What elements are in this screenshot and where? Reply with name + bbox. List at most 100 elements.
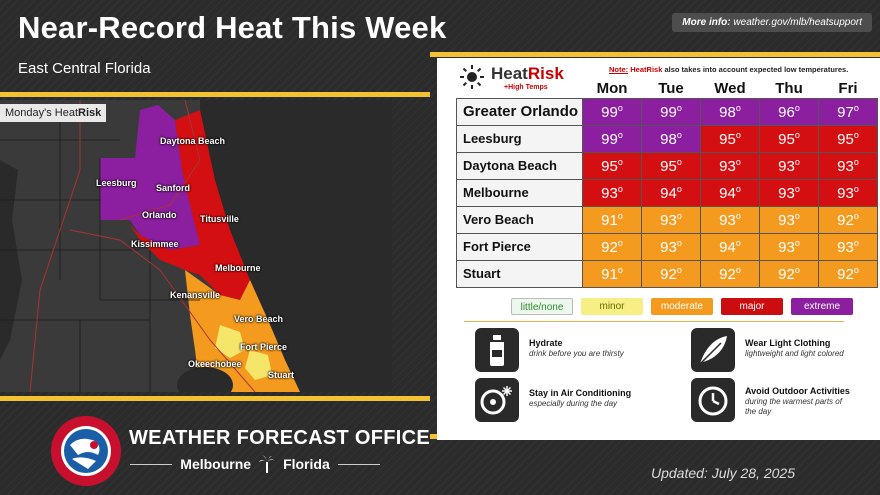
- degree-symbol: o: [617, 183, 623, 194]
- heatrisk-note: Note: HeatRisk also takes into account e…: [609, 65, 849, 74]
- temperature-cell: 93o: [818, 151, 878, 180]
- temperature-cell: 93o: [759, 178, 819, 207]
- tip-title: Avoid Outdoor Activities: [745, 386, 850, 396]
- degree-symbol: o: [617, 210, 623, 221]
- divider-line: [130, 463, 173, 465]
- temperature-value: 91: [601, 211, 618, 229]
- heatrisk-table: Mon Tue Wed Thu Fri Greater Orlando 99o 99…: [456, 80, 878, 288]
- degree-symbol: o: [735, 156, 741, 167]
- temperature-cell: 93o: [759, 205, 819, 234]
- divider-line: [337, 463, 381, 465]
- tip-subtitle: during the warmest parts of the day: [745, 397, 842, 416]
- map-city-label: Kissimmee: [131, 239, 179, 249]
- temperature-value: 99: [660, 103, 677, 121]
- temperature-value: 95: [601, 157, 618, 175]
- clock-icon: [691, 378, 735, 422]
- temperature-value: 92: [778, 265, 795, 283]
- location-cell: Stuart: [456, 259, 583, 288]
- temperature-cell: 93o: [759, 232, 819, 261]
- location-cell: Melbourne: [456, 178, 583, 207]
- temperature-value: 93: [601, 184, 618, 202]
- location-cell: Vero Beach: [456, 205, 583, 234]
- legend-moderate: moderate: [651, 298, 713, 315]
- temperature-value: 93: [837, 184, 854, 202]
- degree-symbol: o: [853, 264, 859, 275]
- temperature-value: 95: [837, 130, 854, 148]
- bottom-stripe-left: [0, 396, 430, 401]
- map-city-label: Vero Beach: [234, 314, 284, 324]
- temperature-value: 92: [601, 238, 618, 256]
- tip-title: Hydrate: [529, 338, 563, 348]
- temperature-cell: 99o: [582, 97, 642, 126]
- day-header: Thu: [775, 80, 803, 98]
- temperature-cell: 92o: [759, 259, 819, 288]
- tip-subtitle: lightweight and light colored: [745, 349, 844, 358]
- table-row: Daytona Beach 95o 95o 93o 93o 93o: [456, 151, 878, 180]
- legend-minor: minor: [581, 298, 643, 315]
- temperature-value: 93: [719, 157, 736, 175]
- temperature-value: 94: [719, 184, 736, 202]
- day-header: Tue: [658, 80, 684, 98]
- table-row: Stuart 91o 92o 92o 92o 92o: [456, 259, 878, 288]
- temperature-value: 94: [660, 184, 677, 202]
- legend-extreme: extreme: [791, 298, 853, 315]
- office-name: WEATHER FORECAST OFFICE: [129, 427, 430, 449]
- degree-symbol: o: [794, 129, 800, 140]
- temperature-cell: 99o: [582, 124, 642, 153]
- degree-symbol: o: [853, 183, 859, 194]
- day-header: Wed: [714, 80, 746, 98]
- temperature-cell: 94o: [700, 178, 760, 207]
- temperature-value: 93: [837, 238, 854, 256]
- temperature-cell: 95o: [641, 151, 701, 180]
- temperature-cell: 95o: [582, 151, 642, 180]
- temperature-value: 93: [660, 211, 677, 229]
- degree-symbol: o: [735, 210, 741, 221]
- temperature-value: 98: [660, 130, 677, 148]
- degree-symbol: o: [676, 183, 682, 194]
- temperature-cell: 92o: [582, 232, 642, 261]
- degree-symbol: o: [853, 102, 859, 113]
- degree-symbol: o: [853, 129, 859, 140]
- degree-symbol: o: [794, 264, 800, 275]
- degree-symbol: o: [617, 237, 623, 248]
- page-subtitle: East Central Florida: [18, 60, 151, 77]
- degree-symbol: o: [735, 183, 741, 194]
- degree-symbol: o: [735, 129, 741, 140]
- temperature-cell: 93o: [641, 232, 701, 261]
- heatrisk-panel: HeatRisk +High Temps Note: HeatRisk also…: [437, 58, 880, 440]
- temperature-value: 97: [837, 103, 854, 121]
- temperature-value: 98: [719, 103, 736, 121]
- temperature-cell: 92o: [700, 259, 760, 288]
- heatrisk-map: Monday's HeatRisk Daytona Beach Leesburg…: [0, 100, 392, 392]
- temperature-value: 92: [660, 265, 677, 283]
- table-row: Vero Beach 91o 93o 93o 93o 92o: [456, 205, 878, 234]
- tip-title: Wear Light Clothing: [745, 338, 831, 348]
- temperature-cell: 91o: [582, 205, 642, 234]
- location-cell: Leesburg: [456, 124, 583, 153]
- more-info-badge[interactable]: More info: weather.gov/mlb/heatsupport: [672, 13, 872, 32]
- degree-symbol: o: [735, 237, 741, 248]
- map-day-label: Monday's HeatRisk: [0, 104, 107, 122]
- degree-symbol: o: [676, 264, 682, 275]
- tip-subtitle: drink before you are thirsty: [529, 349, 624, 358]
- degree-symbol: o: [617, 264, 623, 275]
- table-row: Fort Pierce 92o 93o 94o 93o 93o: [456, 232, 878, 261]
- temperature-cell: 93o: [818, 178, 878, 207]
- temperature-value: 99: [601, 130, 618, 148]
- location-cell: Fort Pierce: [456, 232, 583, 261]
- degree-symbol: o: [617, 129, 623, 140]
- temperature-value: 92: [719, 265, 736, 283]
- temperature-cell: 98o: [641, 124, 701, 153]
- degree-symbol: o: [676, 210, 682, 221]
- map-city-label: Stuart: [268, 370, 295, 380]
- degree-symbol: o: [676, 102, 682, 113]
- temperature-cell: 95o: [759, 124, 819, 153]
- location-header: [457, 80, 583, 98]
- map-city-label: Daytona Beach: [160, 136, 226, 146]
- office-location: Melbourne Florida: [130, 455, 381, 473]
- more-info-url[interactable]: weather.gov/mlb/heatsupport: [733, 17, 862, 28]
- temperature-value: 93: [778, 184, 795, 202]
- temperature-cell: 93o: [759, 151, 819, 180]
- map-city-label: Fort Pierce: [240, 342, 288, 352]
- more-info-label: More info:: [682, 17, 731, 28]
